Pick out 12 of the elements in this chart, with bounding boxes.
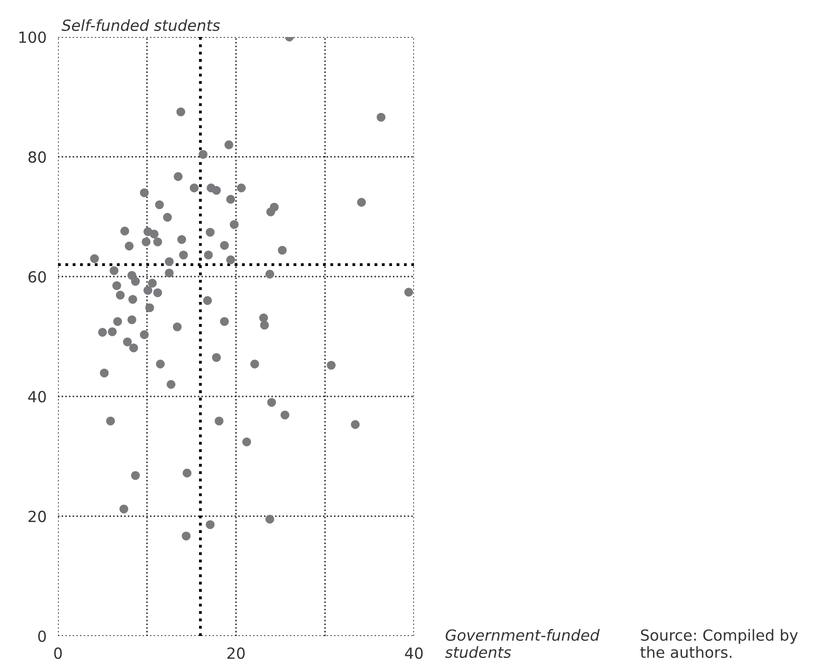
x-tick-label: 20 — [227, 647, 245, 659]
y-tick-label: 100 — [19, 31, 46, 44]
y-tick-label: 40 — [28, 390, 46, 402]
x-tick-label: 40 — [405, 647, 423, 659]
y-axis-title: Self-funded students — [62, 19, 220, 32]
x-tick-label: 0 — [54, 647, 62, 659]
source-note: Source: Compiled by the authors. — [640, 629, 798, 658]
y-tick-label: 60 — [28, 271, 46, 283]
y-tick-label: 0 — [38, 630, 46, 642]
y-tick-label: 20 — [28, 510, 46, 522]
x-axis-title: Government-funded students — [445, 629, 600, 658]
y-tick-label: 80 — [28, 151, 46, 163]
